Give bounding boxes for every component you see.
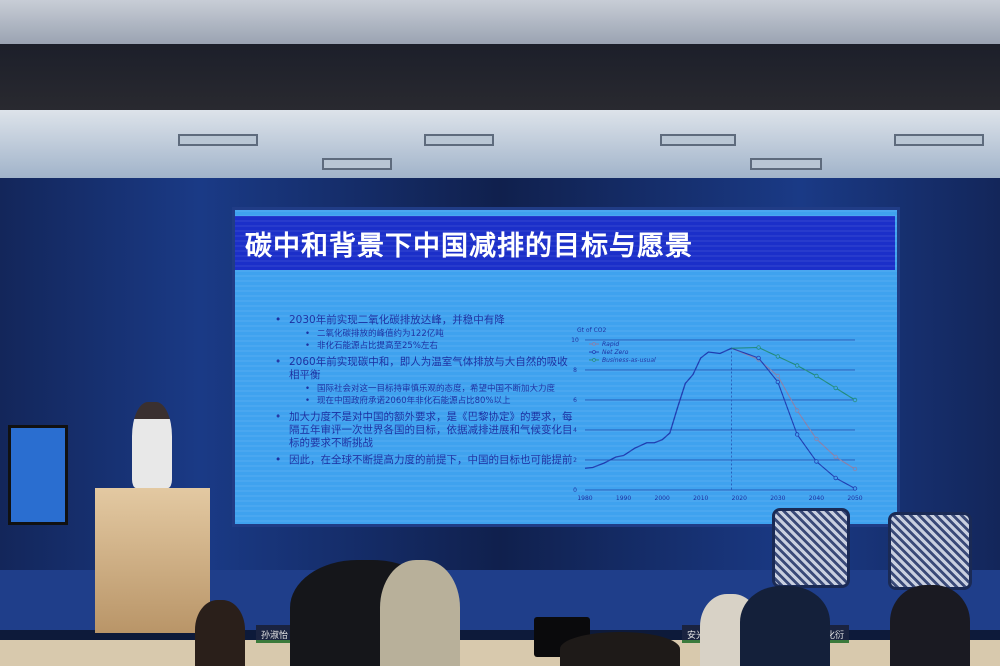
sub-bullet-item: 现在中国政府承诺2060年非化石能源占比80%以上	[275, 396, 575, 407]
side-monitor	[8, 425, 68, 525]
bullet-item: 加大力度不是对中国的额外要求，是《巴黎协定》的要求，每隔五年审评一次世界各国的目…	[275, 411, 575, 450]
data-point	[794, 363, 800, 368]
ceiling-light	[660, 134, 736, 146]
series-line-rapid	[731, 347, 856, 470]
audience-member	[740, 586, 830, 666]
bullet-item: 因此，在全球不断提高力度的前提下，中国的目标也可能提前	[275, 454, 575, 467]
slide-title-bar: 碳中和背景下中国减排的目标与愿景	[235, 216, 895, 270]
front-table	[0, 640, 1000, 666]
sub-bullet-item: 二氧化碳排放的峰值约为122亿吨	[275, 329, 575, 340]
audience-member	[195, 600, 245, 666]
armchair	[772, 508, 850, 588]
ceiling-light	[894, 134, 984, 146]
data-point	[833, 385, 838, 391]
data-point	[775, 379, 781, 385]
legend-label: Rapid	[602, 341, 619, 348]
air-vent	[322, 158, 392, 170]
x-tick-label: 1980	[577, 495, 592, 502]
data-point	[756, 355, 761, 361]
data-point	[775, 354, 781, 359]
legend-marker	[592, 358, 596, 362]
bullet-item: 2030年前实现二氧化碳排放达峰，并稳中有降	[275, 314, 575, 327]
data-point	[833, 475, 838, 481]
x-tick-label: 1990	[616, 495, 631, 502]
ceiling	[0, 0, 1000, 44]
data-point	[814, 373, 819, 379]
emissions-chart: Gt of CO2 0 2 4 6 8 10 1980 1990 2000 2010 2020 2030…	[571, 327, 863, 502]
data-point	[852, 466, 858, 472]
history-line	[584, 347, 732, 469]
ceiling-soffit	[0, 110, 1000, 180]
legend-label: Business-as-usual	[602, 357, 656, 364]
legend-marker	[592, 350, 596, 354]
y-axis-label: Gt of CO2	[577, 327, 607, 334]
x-tick-label: 2000	[655, 495, 670, 502]
armchair	[888, 512, 972, 590]
air-vent	[750, 158, 822, 170]
data-point	[794, 432, 800, 437]
ceiling-beam	[0, 44, 1000, 114]
data-point	[775, 373, 781, 379]
sub-bullet-item: 非化石能源占比提高至25%左右	[275, 341, 575, 352]
ceiling-light	[424, 134, 494, 146]
data-point	[794, 408, 800, 413]
x-tick-label: 2050	[847, 495, 862, 502]
data-point	[833, 454, 838, 460]
audience-member	[890, 585, 970, 666]
series-line-net-zero	[731, 347, 856, 489]
audience-member	[560, 632, 680, 666]
data-point	[756, 345, 761, 350]
data-point	[814, 436, 819, 442]
podium	[95, 488, 210, 633]
data-point	[852, 397, 858, 403]
projection-screen: 碳中和背景下中国减排的目标与愿景 2030年前实现二氧化碳排放达峰，并稳中有降二…	[232, 207, 900, 527]
legend-label: Net Zero	[602, 349, 629, 356]
x-tick-label: 2010	[693, 495, 708, 502]
audience-member	[380, 560, 460, 666]
legend-marker	[592, 342, 596, 346]
sub-bullet-item: 国际社会对这一目标持审慎乐观的态度，希望中国不断加大力度	[275, 384, 575, 395]
data-point	[852, 486, 858, 491]
ceiling-light	[178, 134, 258, 146]
y-tick-label: 4	[573, 427, 577, 434]
speaker	[132, 402, 172, 488]
y-tick-label: 0	[573, 487, 577, 494]
x-tick-label: 2040	[809, 495, 824, 502]
y-tick-label: 2	[573, 457, 577, 464]
x-tick-label: 2020	[732, 495, 747, 502]
y-tick-label: 6	[573, 397, 577, 404]
y-tick-label: 8	[573, 367, 577, 374]
slide-bullets: 2030年前实现二氧化碳排放达峰，并稳中有降二氧化碳排放的峰值约为122亿吨非化…	[275, 310, 575, 469]
name-plate: 孙淑怡	[256, 625, 294, 643]
data-point	[814, 459, 819, 464]
y-tick-label: 10	[571, 337, 579, 344]
slide-title: 碳中和背景下中国减排的目标与愿景	[245, 231, 693, 262]
x-tick-label: 2030	[770, 495, 785, 502]
bullet-item: 2060年前实现碳中和，即人为温室气体排放与大自然的吸收相平衡	[275, 356, 575, 382]
